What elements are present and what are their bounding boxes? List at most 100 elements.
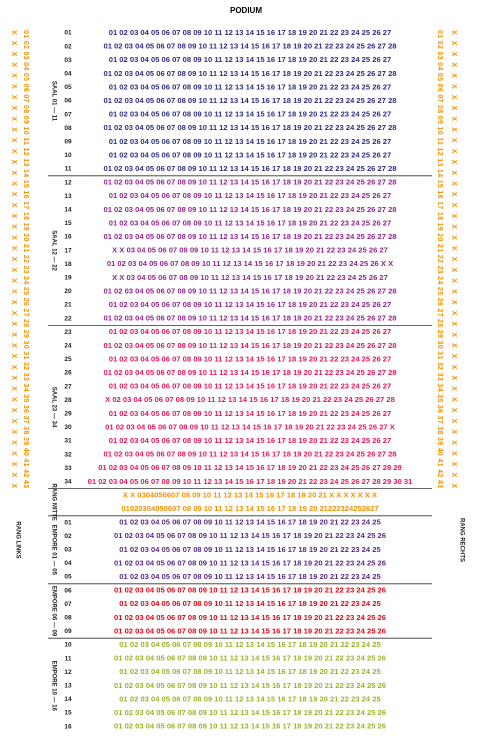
section-label: EMPORE 01 — 05 — [50, 525, 56, 576]
row-number: 11 — [65, 166, 72, 173]
side-label: RANG RECHTS — [458, 518, 464, 562]
row-number: 06 — [64, 98, 72, 105]
seat-row: 01 02 03 04 05 06 07 08 09 10 11 12 13 1… — [109, 300, 392, 309]
seat-row: 01 02 03 04 05 06 07 08 09 10 11 12 13 1… — [119, 694, 381, 703]
row-number: 14 — [64, 207, 72, 214]
row-number: 13 — [64, 683, 72, 690]
seat-row: 01 02 03 04 05 06 07 08 09 10 11 12 13 1… — [114, 613, 386, 622]
seat-row: 01020304050607 08 09 10 11 12 13 14 15 1… — [121, 504, 378, 513]
row-number: 03 — [64, 57, 72, 64]
row-number: 07 — [64, 111, 72, 118]
row-number: 08 — [64, 615, 72, 622]
seat-row: X X 0304050607 08 09 10 11 12 13 14 15 1… — [123, 490, 377, 499]
row-number: 07 — [64, 601, 72, 608]
row-number: 30 — [64, 424, 72, 431]
seat-row: 01 02 03 04 05 06 07 08 09 10 11 12 13 1… — [114, 626, 386, 635]
section-label: SAAL 23 — 34 — [50, 387, 56, 428]
row-number: 19 — [64, 275, 72, 282]
row-number: 23 — [64, 329, 72, 336]
section-label: SAAL 12 — 22 — [50, 230, 56, 271]
row-number: 13 — [64, 193, 72, 200]
row-number: 10 — [64, 642, 72, 649]
seat-row: 01 02 03 04 05 06 07 08 09 10 11 12 13 1… — [114, 558, 386, 567]
seat-row: 01 02 03 04 05 06 07 08 09 10 11 12 13 1… — [103, 368, 396, 377]
row-number: 09 — [64, 139, 72, 146]
seat-row: 01 02 03 04 05 06 07 08 09 10 11 12 13 1… — [105, 422, 395, 431]
section-label: EMPORE 10 — 16 — [50, 661, 56, 712]
side-label: RANG LINKS — [14, 521, 20, 558]
row-number: 33 — [64, 465, 72, 472]
seat-row: 01 02 03 04 05 06 07 08 09 10 11 12 13 1… — [114, 722, 386, 731]
seat-row: 01 02 03 04 05 06 07 08 09 10 11 12 13 1… — [109, 436, 392, 445]
row-number: 18 — [64, 261, 72, 268]
row-number: 02 — [64, 43, 72, 50]
row-number: 16 — [64, 234, 72, 241]
seat-row: 01 02 03 04 05 06 07 08 09 10 11 12 13 1… — [107, 259, 393, 268]
row-number: 34 — [64, 479, 72, 486]
seat-row: 01 02 03 04 05 06 07 08 09 10 11 12 13 1… — [114, 531, 386, 540]
row-number: 06 — [64, 587, 72, 594]
seat-row: 01 02 03 04 05 06 07 08 09 10 11 12 13 1… — [103, 164, 396, 173]
row-number: 26 — [64, 370, 72, 377]
row-number: 11 — [65, 655, 72, 662]
seat-row: 01 02 03 04 05 06 07 08 09 10 11 12 13 1… — [109, 191, 392, 200]
row-number: 31 — [64, 438, 72, 445]
section-label: RANG MITTE — [50, 484, 56, 521]
seat-row: 01 02 03 04 05 06 07 08 09 10 11 12 13 1… — [109, 382, 392, 391]
seat-row: 01 02 03 04 05 06 07 08 09 10 11 12 13 1… — [109, 110, 392, 119]
seat-row: 01 02 03 04 05 06 07 08 09 10 11 12 13 1… — [119, 545, 381, 554]
seat-row: 01 02 03 04 05 06 07 08 09 10 11 12 13 1… — [109, 137, 392, 146]
row-number: 02 — [64, 533, 72, 540]
row-number: 15 — [64, 220, 72, 227]
side-numbers: 01 02 03 04 05 06 07 08 09 10 11 12 13 1… — [436, 30, 443, 488]
seat-row: 01 02 03 04 05 06 07 08 09 10 11 12 13 1… — [119, 599, 381, 608]
seat-row: 01 02 03 04 05 06 07 08 09 10 11 12 13 1… — [114, 654, 386, 663]
seat-row: 01 02 03 04 05 06 07 08 09 10 11 12 13 1… — [103, 450, 396, 459]
section-label: SAAL 01 — 11 — [50, 81, 56, 122]
seat-row: 01 02 03 04 05 06 07 08 09 10 11 12 13 1… — [103, 232, 396, 241]
seat-row: 01 02 03 04 05 06 07 08 09 10 11 12 13 1… — [103, 341, 396, 350]
row-number: 29 — [64, 411, 72, 418]
seat-row: 01 02 03 04 05 06 07 08 09 10 11 12 13 1… — [98, 463, 402, 472]
row-number: 17 — [64, 247, 72, 254]
seat-row: 01 02 03 04 05 06 07 08 09 10 11 12 13 1… — [103, 314, 396, 323]
seat-row: 01 02 03 04 05 06 07 08 09 10 11 12 13 1… — [109, 327, 392, 336]
seat-row: 01 02 03 04 05 06 07 08 09 10 11 12 13 1… — [109, 218, 392, 227]
row-number: 12 — [64, 669, 72, 676]
row-number: 25 — [64, 356, 72, 363]
row-number: 04 — [64, 560, 72, 567]
row-number: 24 — [64, 343, 72, 350]
seat-row: 01 02 03 04 05 06 07 08 09 10 11 12 13 1… — [119, 572, 381, 581]
title: PODIUM — [230, 6, 262, 15]
seat-row: 01 02 03 04 05 06 07 08 09 10 11 12 13 1… — [103, 286, 396, 295]
row-number: 16 — [64, 723, 72, 730]
seat-row: 01 02 03 04 05 06 07 08 09 10 11 12 13 1… — [103, 123, 396, 132]
seat-row: 01 02 03 04 05 06 07 08 09 10 11 12 13 1… — [119, 667, 381, 676]
seat-row: 01 02 03 04 05 06 07 08 09 10 11 12 13 1… — [109, 409, 392, 418]
row-number: 08 — [64, 125, 72, 132]
seat-row: 01 02 03 04 05 06 07 08 09 10 11 12 13 1… — [109, 354, 392, 363]
seat-row: 01 02 03 04 05 06 07 08 09 10 11 12 13 1… — [119, 518, 381, 527]
row-number: 21 — [64, 302, 72, 309]
row-number: 05 — [64, 84, 72, 91]
row-number: 04 — [64, 71, 72, 78]
seat-row: 01 02 03 04 05 06 07 08 09 10 11 12 13 1… — [103, 96, 396, 105]
seat-row: X X 03 04 05 06 07 08 09 10 11 12 13 14 … — [112, 246, 388, 255]
seat-row: 01 02 03 04 05 06 07 08 09 10 11 12 13 1… — [109, 82, 392, 91]
row-number: 03 — [64, 547, 72, 554]
seat-row: 01 02 03 04 05 06 07 08 09 10 11 12 13 1… — [103, 205, 396, 214]
section-label: EMPORE 06 — 09 — [50, 586, 56, 637]
seat-row: 01 02 03 04 05 06 07 08 09 10 11 12 13 1… — [103, 42, 396, 51]
row-number: 15 — [64, 710, 72, 717]
row-number: 10 — [64, 152, 72, 159]
row-number: 09 — [64, 628, 72, 635]
side-numbers: 01 02 03 04 05 06 07 08 09 10 11 12 13 1… — [22, 30, 29, 488]
seat-row: 01 02 03 04 05 06 07 08 09 10 11 12 13 1… — [109, 150, 392, 159]
row-number: 28 — [64, 397, 72, 404]
seat-row: X 02 03 04 05 06 07 08 09 10 11 12 13 14… — [105, 395, 395, 404]
row-number: 32 — [64, 451, 72, 458]
seat-row: 01 02 03 04 05 06 07 08 09 10 11 12 13 1… — [103, 178, 396, 187]
seat-row: 01 02 03 04 05 06 07 08 09 10 11 12 13 1… — [103, 69, 396, 78]
row-number: 01 — [64, 519, 72, 526]
seat-row: 01 02 03 04 05 06 07 08 09 10 11 12 13 1… — [114, 681, 386, 690]
